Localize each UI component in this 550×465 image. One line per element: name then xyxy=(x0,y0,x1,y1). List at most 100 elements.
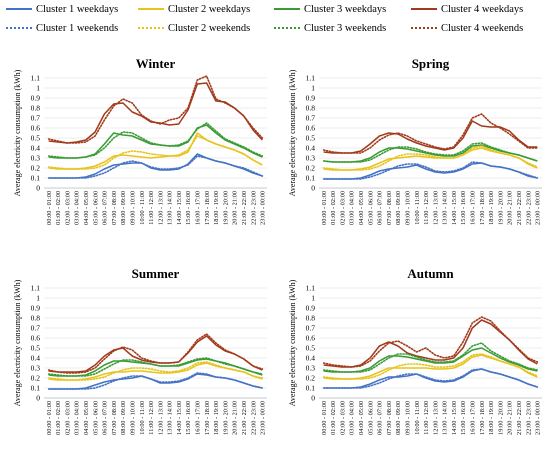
x-tick-label: 05:00 - 06:00 xyxy=(367,191,374,225)
x-tick-label: 18:00 - 19:00 xyxy=(488,401,495,435)
legend-item-2: Cluster 2 weekdays xyxy=(138,1,250,17)
x-tick-label: 01:00 - 02:00 xyxy=(55,191,62,225)
legend-label: Cluster 3 weekdays xyxy=(304,3,387,15)
y-tick-label: 0.4 xyxy=(31,354,41,363)
y-tick-label: 0.5 xyxy=(306,344,316,353)
y-tick-label: 0.9 xyxy=(31,304,41,313)
series-line-7 xyxy=(47,122,264,159)
chart-title: Summer xyxy=(132,266,180,281)
x-tick-label: 02:00 - 03:00 xyxy=(339,401,346,435)
y-tick-label: 0.6 xyxy=(31,124,41,133)
x-tick-label: 22:00 - 23:00 xyxy=(250,191,257,225)
legend-swatch xyxy=(274,27,300,29)
x-tick-label: 16:00 - 17:00 xyxy=(195,401,202,435)
legend-label: Cluster 2 weekdays xyxy=(168,3,251,15)
series-line-6 xyxy=(322,145,539,171)
legend-label: Cluster 1 weekends xyxy=(36,22,119,34)
y-tick-label: 0.5 xyxy=(31,134,41,143)
y-tick-label: 0.7 xyxy=(306,114,316,123)
x-tick-label: 19:00 - 20:00 xyxy=(222,191,229,225)
series-line-8 xyxy=(322,113,539,154)
y-axis-label: Average electricity consumption (kWh) xyxy=(288,69,297,196)
y-tick-label: 0.3 xyxy=(306,364,316,373)
x-tick-label: 17:00 - 18:00 xyxy=(204,191,211,225)
x-tick-label: 09:00 - 10:00 xyxy=(129,191,136,225)
x-tick-label: 00:00 - 01:00 xyxy=(46,401,53,435)
x-tick-label: 07:00 - 08:00 xyxy=(111,191,118,225)
x-tick-label: 21:00 - 22:00 xyxy=(516,191,523,225)
x-tick-label: 05:00 - 06:00 xyxy=(92,401,99,435)
y-tick-label: 0.9 xyxy=(31,94,41,103)
series-line-7 xyxy=(322,142,539,163)
x-tick-label: 22:00 - 23:00 xyxy=(525,191,532,225)
x-tick-label: 09:00 - 10:00 xyxy=(129,401,136,435)
y-tick-label: 0.9 xyxy=(306,94,316,103)
x-tick-label: 15:00 - 16:00 xyxy=(185,401,192,435)
y-tick-label: 0.2 xyxy=(31,164,41,173)
series-line-8 xyxy=(47,333,264,374)
x-tick-label: 18:00 - 19:00 xyxy=(488,191,495,225)
y-tick-label: 0.1 xyxy=(31,174,41,183)
series-line-4 xyxy=(323,120,538,154)
series-line-4 xyxy=(48,335,263,373)
x-tick-label: 10:00 - 11:00 xyxy=(139,191,146,225)
legend-label: Cluster 4 weekdays xyxy=(441,3,524,15)
series-line-5 xyxy=(47,372,264,390)
y-tick-label: 0.6 xyxy=(306,124,316,133)
x-tick-label: 20:00 - 21:00 xyxy=(232,401,239,435)
x-tick-label: 06:00 - 07:00 xyxy=(377,401,384,435)
x-tick-label: 00:00 - 01:00 xyxy=(46,191,53,225)
x-tick-label: 08:00 - 09:00 xyxy=(395,191,402,225)
legend-swatch xyxy=(6,8,32,10)
y-tick-label: 0.2 xyxy=(306,374,316,383)
legend-item-8: Cluster 4 weekends xyxy=(411,20,523,36)
x-tick-label: 15:00 - 16:00 xyxy=(460,401,467,435)
x-tick-label: 02:00 - 03:00 xyxy=(64,401,71,435)
series-line-8 xyxy=(47,75,264,144)
y-tick-label: 0.2 xyxy=(31,374,41,383)
y-tick-label: 0.7 xyxy=(306,324,316,333)
x-tick-label: 12:00 - 13:00 xyxy=(157,401,164,435)
x-tick-label: 16:00 - 17:00 xyxy=(195,191,202,225)
legend-label: Cluster 4 weekends xyxy=(441,22,524,34)
y-tick-label: 0.3 xyxy=(31,154,41,163)
x-tick-label: 02:00 - 03:00 xyxy=(64,191,71,225)
y-tick-label: 0.3 xyxy=(306,154,316,163)
y-tick-label: 0.5 xyxy=(31,344,41,353)
x-tick-label: 23:00 - 00:00 xyxy=(260,401,267,435)
x-tick-label: 14:00 - 15:00 xyxy=(451,401,458,435)
x-tick-label: 18:00 - 19:00 xyxy=(213,191,220,225)
x-tick-label: 05:00 - 06:00 xyxy=(367,401,374,435)
x-tick-label: 21:00 - 22:00 xyxy=(241,191,248,225)
legend-item-7: Cluster 3 weekends xyxy=(274,20,386,36)
y-tick-label: 0.7 xyxy=(31,114,41,123)
y-tick-label: 0.8 xyxy=(31,104,41,113)
y-tick-label: 0.4 xyxy=(306,144,316,153)
y-tick-label: 0.8 xyxy=(31,314,41,323)
legend-swatch xyxy=(411,27,437,29)
chart-title: Winter xyxy=(136,56,176,71)
x-tick-label: 14:00 - 15:00 xyxy=(176,401,183,435)
x-tick-label: 22:00 - 23:00 xyxy=(250,401,257,435)
y-tick-label: 1 xyxy=(311,294,315,303)
chart-title: Spring xyxy=(412,56,450,71)
legend-swatch xyxy=(274,8,300,10)
legend-item-4: Cluster 4 weekdays xyxy=(411,1,523,17)
x-tick-label: 03:00 - 04:00 xyxy=(74,401,81,435)
x-tick-label: 05:00 - 06:00 xyxy=(92,191,99,225)
y-tick-label: 0.1 xyxy=(306,174,316,183)
series-line-7 xyxy=(322,342,539,373)
x-tick-label: 08:00 - 09:00 xyxy=(120,191,127,225)
y-tick-label: 0 xyxy=(311,394,315,403)
x-tick-label: 06:00 - 07:00 xyxy=(102,401,109,435)
legend-label: Cluster 3 weekends xyxy=(304,22,387,34)
x-tick-label: 15:00 - 16:00 xyxy=(185,191,192,225)
x-tick-label: 19:00 - 20:00 xyxy=(497,401,504,435)
series-line-1 xyxy=(323,162,538,180)
series-line-3 xyxy=(323,347,538,373)
x-tick-label: 12:00 - 13:00 xyxy=(432,191,439,225)
x-tick-label: 23:00 - 00:00 xyxy=(535,401,542,435)
x-tick-label: 01:00 - 02:00 xyxy=(55,401,62,435)
x-tick-label: 20:00 - 21:00 xyxy=(507,401,514,435)
y-tick-label: 1.1 xyxy=(31,284,41,293)
